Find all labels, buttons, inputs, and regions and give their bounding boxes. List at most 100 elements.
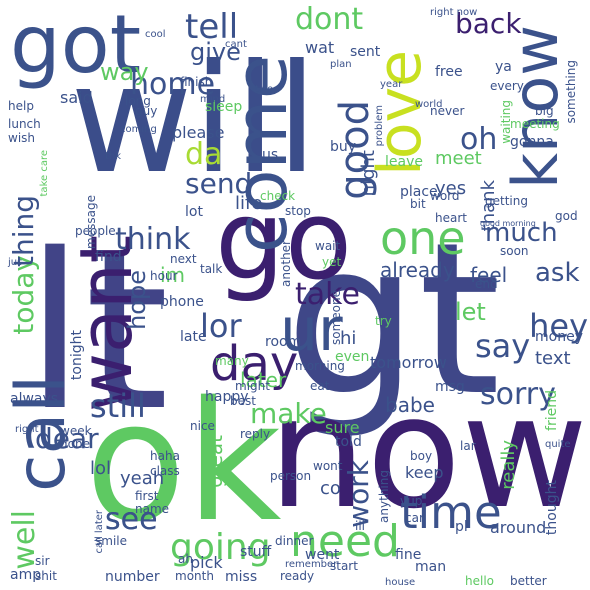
cloud-word: late <box>180 329 207 345</box>
cloud-word: next <box>170 252 197 266</box>
cloud-word: later <box>240 368 287 392</box>
cloud-word: yup <box>400 494 423 508</box>
cloud-word: gt <box>285 197 501 442</box>
cloud-word: waiting <box>499 100 513 144</box>
cloud-word: person <box>270 469 312 483</box>
cloud-word: month <box>175 569 214 583</box>
cloud-word: haha <box>150 449 180 463</box>
cloud-word: smile <box>95 534 127 548</box>
cloud-word: number <box>105 569 160 585</box>
cloud-word: day <box>210 336 299 392</box>
cloud-word: happy <box>205 389 249 405</box>
cloud-word: now <box>268 362 588 543</box>
cloud-word: tomorrow <box>370 353 447 372</box>
cloud-word: jus <box>8 257 23 268</box>
cloud-word: tonight <box>69 330 85 381</box>
cloud-word: right now <box>430 7 478 18</box>
cloud-word: mind <box>200 94 226 105</box>
cloud-word: ready <box>280 569 315 583</box>
cloud-word: ok <box>85 366 282 558</box>
cloud-word: right <box>15 424 39 435</box>
cloud-word: amp <box>10 567 42 583</box>
cloud-word: us <box>262 147 279 163</box>
cloud-word: two <box>255 84 274 95</box>
cloud-word: life <box>235 193 263 214</box>
cloud-word: co <box>320 478 341 499</box>
cloud-word: wont <box>313 459 343 473</box>
cloud-word: pl <box>455 519 468 535</box>
cloud-word: money <box>535 329 583 345</box>
cloud-word: go <box>215 176 353 304</box>
cloud-word: try <box>375 314 392 328</box>
cloud-word: cant <box>225 39 247 50</box>
cloud-word: see <box>105 502 158 537</box>
cloud-word: miss <box>225 569 258 585</box>
cloud-word: work <box>342 460 375 528</box>
cloud-word: always <box>10 391 59 407</box>
cloud-word: please <box>172 123 225 142</box>
cloud-word: man <box>415 559 447 575</box>
cloud-word: first <box>135 489 159 503</box>
cloud-word: fine <box>395 547 422 563</box>
cloud-word: plan <box>330 59 352 70</box>
cloud-word: oh <box>460 122 498 157</box>
cloud-word: way <box>100 58 149 86</box>
cloud-word: ur <box>280 295 343 365</box>
cloud-word: stuff <box>240 544 272 560</box>
cloud-word: sleep <box>205 99 243 115</box>
cloud-word: help <box>8 99 34 113</box>
cloud-word: da <box>185 137 223 172</box>
cloud-word: time <box>400 486 502 539</box>
cloud-word: keep <box>405 463 444 482</box>
cloud-word: lunch <box>8 117 41 131</box>
cloud-word: bit <box>410 197 426 211</box>
cloud-word: long <box>125 94 151 108</box>
cloud-word: ask <box>535 258 580 288</box>
cloud-word: one <box>380 211 466 265</box>
cloud-word: ah <box>178 552 193 566</box>
cloud-word: cool <box>145 29 166 40</box>
cloud-word: say <box>475 327 531 365</box>
cloud-word: ill <box>355 519 366 533</box>
cloud-word: tell <box>185 7 239 47</box>
cloud-word: hey <box>529 307 588 345</box>
cloud-word: quite <box>545 439 571 450</box>
cloud-word: still <box>90 387 146 425</box>
cloud-word: give <box>190 38 241 66</box>
cloud-word: going <box>170 527 271 568</box>
cloud-word: many <box>215 354 249 368</box>
cloud-word: never <box>430 104 465 118</box>
cloud-word: went <box>305 547 340 563</box>
cloud-word: friend <box>544 390 560 431</box>
cloud-word: better <box>510 574 547 588</box>
cloud-word: coming <box>120 124 157 135</box>
cloud-word: let <box>455 298 486 326</box>
cloud-word: dinner <box>275 534 314 548</box>
cloud-word: finish <box>180 75 213 89</box>
cloud-word: think <box>115 222 191 257</box>
cloud-word: reply <box>240 427 271 441</box>
cloud-word: dear <box>35 422 99 455</box>
cloud-word: hi <box>340 328 357 349</box>
cloud-word: leave <box>385 154 423 170</box>
cloud-word: guy <box>135 104 158 118</box>
cloud-word: good morning <box>480 219 536 228</box>
cloud-word: got <box>10 0 142 91</box>
cloud-word: really <box>498 440 519 490</box>
cloud-word: see <box>105 502 158 537</box>
cloud-word: best <box>230 394 256 408</box>
cloud-word: yes <box>435 178 467 199</box>
cloud-word: free <box>435 64 463 80</box>
cloud-word: ya <box>495 59 512 75</box>
cloud-word: soon <box>500 244 529 258</box>
cloud-word: great <box>203 435 227 488</box>
cloud-word: text <box>535 348 571 369</box>
cloud-word: call later <box>94 510 105 554</box>
cloud-word: start <box>330 559 358 573</box>
cloud-word: word <box>430 189 460 203</box>
cloud-word: already <box>380 258 455 282</box>
cloud-word: heart <box>435 211 467 225</box>
cloud-word: someone <box>329 290 343 345</box>
cloud-word: take <box>295 277 360 312</box>
